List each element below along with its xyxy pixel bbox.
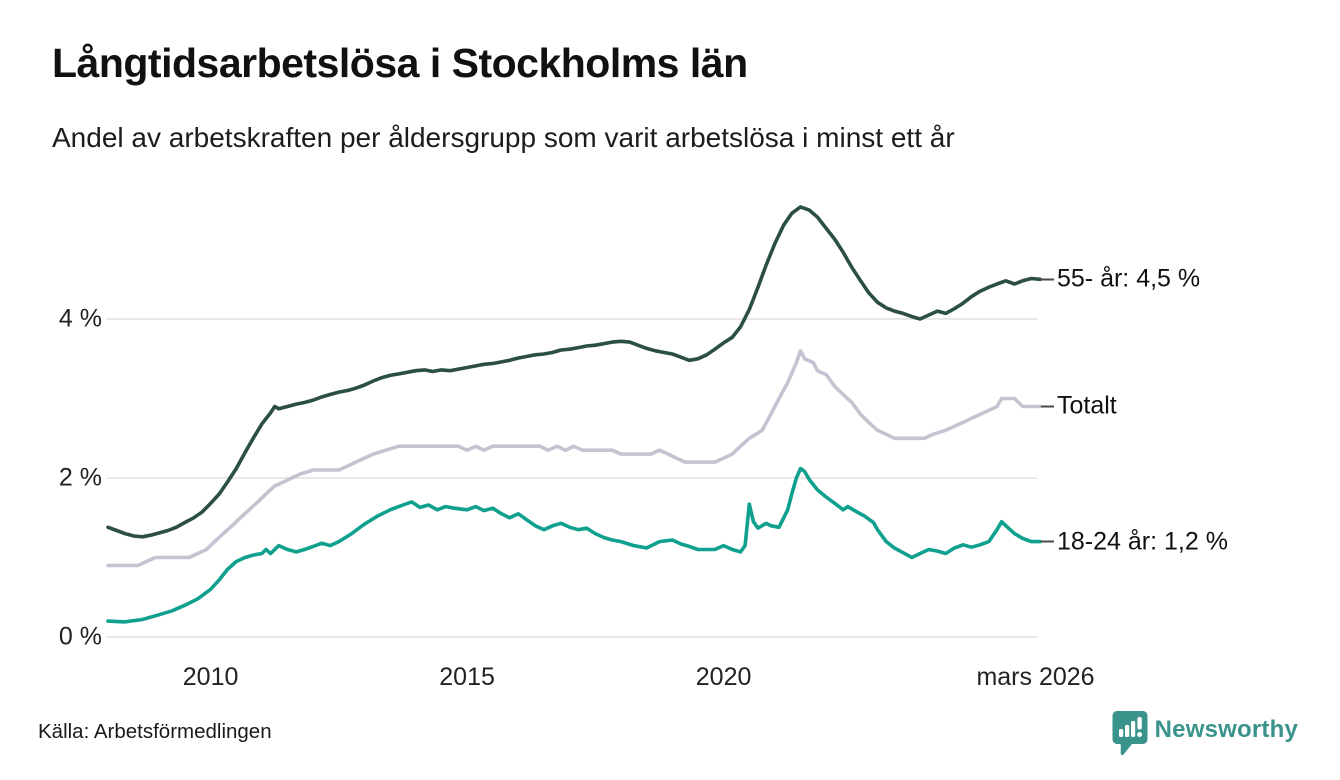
series-line-18-24 år xyxy=(106,466,1042,624)
label-leader-dash-icon xyxy=(1041,540,1054,543)
series-line-55- år xyxy=(106,205,1042,539)
series-line-Totalt xyxy=(106,348,1042,568)
series-label-18-24-ar: 18-24 år: 1,2 % xyxy=(1041,527,1228,556)
newsworthy-logo[interactable]: Newsworthy xyxy=(1112,710,1298,756)
series-label-text: 55- år: 4,5 % xyxy=(1057,264,1201,293)
series-label-totalt: Totalt xyxy=(1041,392,1117,421)
y-axis-tick-2: 2 % xyxy=(58,463,102,492)
page-title: Långtidsarbetslösa i Stockholms län xyxy=(52,40,748,86)
series-label-55-ar: 55- år: 4,5 % xyxy=(1041,265,1200,294)
x-axis-tick-2010: 2010 xyxy=(182,663,239,691)
label-leader-dash-icon xyxy=(1041,405,1054,408)
source-credit: Källa: Arbetsförmedlingen xyxy=(38,720,272,743)
y-axis-tick-0: 0 % xyxy=(58,622,102,651)
x-axis-tick-2015: 2015 xyxy=(439,663,495,691)
series-label-text: 18-24 år: 1,2 % xyxy=(1057,527,1228,556)
page-subtitle: Andel av arbetskraften per åldersgrupp s… xyxy=(52,122,955,153)
newsworthy-logo-icon xyxy=(1112,711,1148,756)
x-axis-tick-mars-2026: mars 2026 xyxy=(976,663,1095,691)
label-leader-dash-icon xyxy=(1041,278,1054,281)
y-axis-tick-4: 4 % xyxy=(58,304,102,333)
series-label-text: Totalt xyxy=(1057,391,1117,420)
newsworthy-logo-text: Newsworthy xyxy=(1154,716,1298,743)
x-axis-tick-2020: 2020 xyxy=(695,663,752,691)
